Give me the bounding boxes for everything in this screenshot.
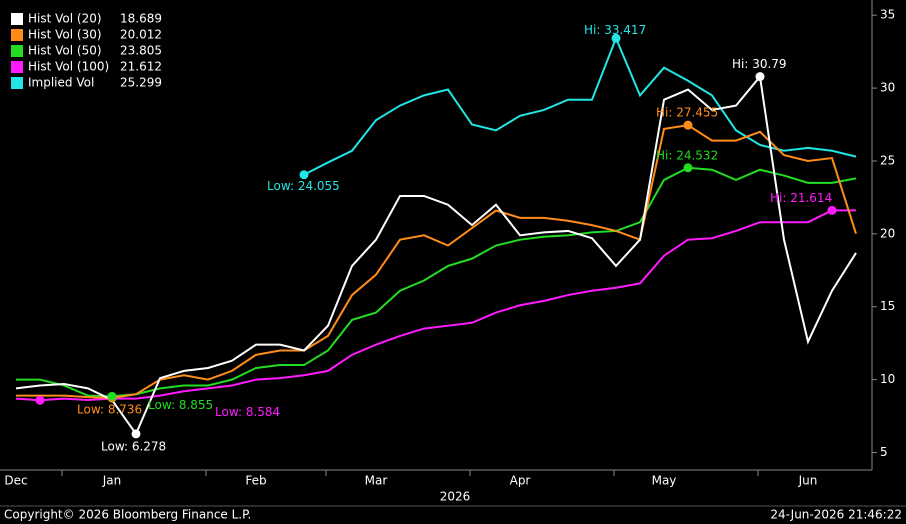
y-tick-label: 25 — [880, 153, 895, 167]
legend-name: Implied Vol — [28, 76, 94, 90]
marker-dot — [107, 391, 117, 401]
x-tick-label: Jun — [798, 474, 818, 488]
marker-label: Hi: 27.455 — [656, 106, 718, 120]
series-line — [15, 74, 857, 436]
marker-dot — [827, 205, 837, 215]
marker-dot — [683, 163, 693, 173]
legend-swatch — [11, 61, 23, 73]
series-line — [303, 35, 857, 176]
legend-swatch — [11, 29, 23, 41]
legend-swatch — [11, 45, 23, 57]
marker-label: Hi: 33.417 — [584, 23, 646, 37]
year-label: 2026 — [440, 490, 471, 504]
x-tick-label: Apr — [510, 474, 531, 488]
marker-dot — [755, 72, 765, 82]
legend-value: 18.689 — [120, 12, 162, 26]
legend-name: Hist Vol (20) — [28, 12, 102, 26]
marker-label: Low: 8.736 — [77, 403, 142, 417]
copyright: Copyright© 2026 Bloomberg Finance L.P. — [4, 508, 251, 522]
y-tick-label: 20 — [880, 226, 895, 240]
marker-dot — [131, 429, 141, 439]
legend-swatch — [11, 13, 23, 25]
marker-dot — [611, 33, 621, 43]
marker-label: Low: 24.055 — [267, 179, 340, 193]
legend-value: 21.612 — [120, 60, 162, 74]
legend-name: Hist Vol (30) — [28, 28, 102, 42]
x-tick-label: Jan — [102, 474, 122, 488]
legend-value: 20.012 — [120, 28, 162, 42]
y-tick-label: 30 — [880, 81, 895, 95]
series-line — [16, 124, 857, 400]
legend-swatch — [11, 77, 23, 89]
marker-label: Hi: 24.532 — [656, 148, 718, 162]
x-tick-label: Feb — [245, 474, 266, 488]
marker-dot — [683, 120, 693, 130]
marker-label: Low: 8.584 — [215, 405, 280, 419]
y-tick-label: 15 — [880, 299, 895, 313]
marker-label: Low: 8.855 — [148, 398, 213, 412]
legend-name: Hist Vol (100) — [28, 60, 109, 74]
x-tick-label: May — [652, 474, 677, 488]
legend-value: 25.299 — [120, 76, 162, 90]
y-tick-label: 35 — [880, 8, 895, 22]
legend-name: Hist Vol (50) — [28, 44, 102, 58]
marker-label: Low: 6.278 — [101, 439, 166, 453]
marker-label: Hi: 30.79 — [732, 57, 787, 71]
series-line — [15, 209, 857, 402]
x-tick-label: Dec — [4, 474, 27, 488]
marker-label: Hi: 21.614 — [770, 191, 832, 205]
x-tick-label: Mar — [365, 474, 388, 488]
y-tick-label: 10 — [880, 372, 895, 386]
legend-value: 23.805 — [120, 44, 162, 58]
y-tick-label: 5 — [880, 445, 888, 459]
marker-dot — [299, 170, 309, 180]
marker-dot — [35, 395, 45, 405]
timestamp: 24-Jun-2026 21:46:22 — [770, 508, 902, 522]
